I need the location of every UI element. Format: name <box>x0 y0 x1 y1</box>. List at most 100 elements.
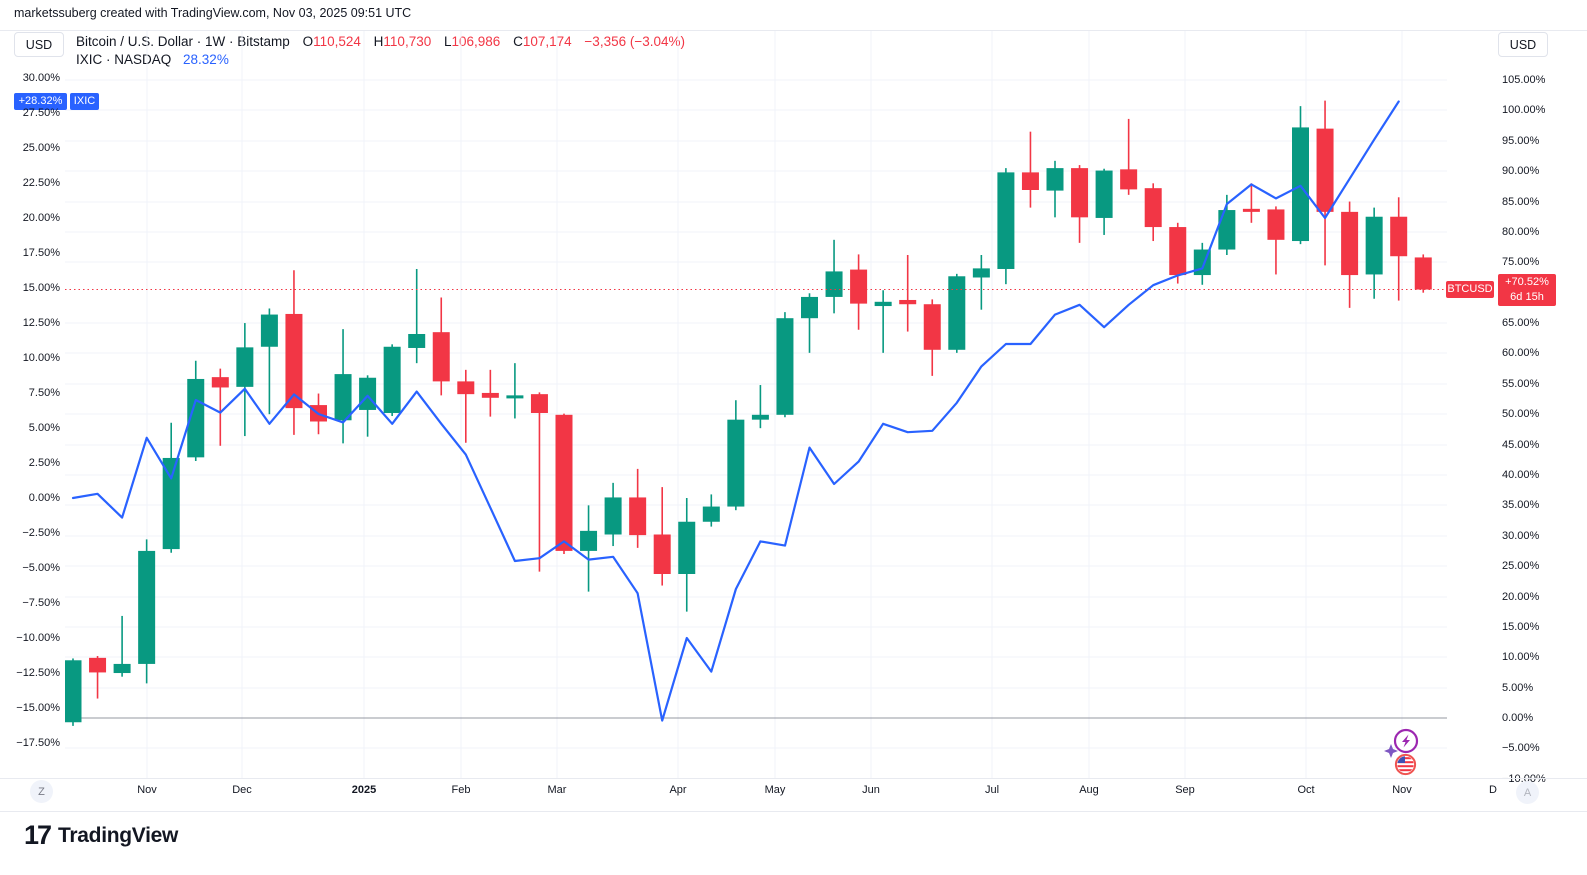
candle-body <box>604 497 622 535</box>
right-axis-tick: 40.00% <box>1502 469 1540 481</box>
ixic-symbol-badge: IXIC <box>70 93 99 110</box>
right-axis-tick: 45.00% <box>1502 439 1540 451</box>
right-scale-currency-button[interactable]: USD <box>1498 32 1548 57</box>
candle-body <box>629 497 647 536</box>
time-axis-label: Jun <box>862 784 880 796</box>
time-axis-label: Dec <box>232 784 252 796</box>
ixic-value-badge: +28.32% <box>14 93 67 110</box>
time-axis-label: Apr <box>669 784 687 796</box>
ixic-comparison-line <box>71 100 1400 722</box>
candle-body <box>506 395 524 399</box>
left-axis-tick: 10.00% <box>22 352 60 364</box>
candle-body <box>801 296 818 319</box>
candle-body <box>1046 168 1064 191</box>
candle-body <box>1120 169 1138 190</box>
candle-body <box>1169 227 1187 276</box>
candle-body <box>89 657 107 673</box>
left-axis-tick: 22.50% <box>22 177 60 189</box>
candle-body <box>874 301 892 307</box>
tradingview-logo-mark: 17 <box>24 820 52 850</box>
credit-text: marketssuberg created with TradingView.c… <box>14 6 412 20</box>
left-axis-tick: −5.00% <box>22 562 60 574</box>
right-axis-tick: 20.00% <box>1502 591 1540 603</box>
change-value: −3,356 (−3.04%) <box>584 34 685 49</box>
candle-body <box>997 172 1015 269</box>
left-axis-tick: −7.50% <box>22 597 60 609</box>
btcusd-symbol-badge: BTCUSD <box>1446 281 1494 298</box>
candle-body <box>702 506 720 522</box>
footer-divider <box>0 811 1587 812</box>
candle-body <box>113 663 131 674</box>
right-axis-tick: −10.00% <box>1502 773 1546 785</box>
candle-body <box>432 332 450 382</box>
candle-body <box>1292 127 1309 242</box>
right-axis-tick: 10.00% <box>1502 651 1540 663</box>
time-axis-label: Oct <box>1297 784 1315 796</box>
left-axis-tick: 30.00% <box>22 72 60 84</box>
candle-body <box>383 346 401 413</box>
high-label: H <box>373 34 384 49</box>
candle-body <box>530 394 548 413</box>
plot-area <box>65 31 1447 778</box>
left-axis-tick: 20.00% <box>22 212 60 224</box>
candle-body <box>1267 209 1285 240</box>
right-axis-tick: 90.00% <box>1502 165 1540 177</box>
close-label: C <box>513 34 523 49</box>
open-value: 110,524 <box>313 34 361 49</box>
left-axis-tick: 15.00% <box>22 282 60 294</box>
btcusd-countdown: 6d 15h <box>1510 291 1544 303</box>
left-axis-tick: 7.50% <box>28 387 60 399</box>
right-axis-tick: −5.00% <box>1502 742 1540 754</box>
time-axis-label: Nov <box>137 784 157 796</box>
right-axis-tick: 15.00% <box>1502 621 1540 633</box>
left-axis-tick: 2.50% <box>28 457 60 469</box>
candle-body <box>899 299 917 305</box>
high-value: 110,730 <box>383 34 432 49</box>
candle-body <box>1218 210 1236 250</box>
time-axis-label: May <box>764 784 786 796</box>
right-axis-tick: 55.00% <box>1502 378 1540 390</box>
candle-body <box>162 457 180 550</box>
candle-body <box>138 550 156 664</box>
left-axis-tick: 17.50% <box>22 247 60 259</box>
right-axis-tick: 85.00% <box>1502 196 1540 208</box>
candle-body <box>481 392 499 398</box>
timezone-button[interactable]: Z <box>30 780 53 803</box>
right-axis-tick: 95.00% <box>1502 135 1540 147</box>
low-value: 106,986 <box>451 34 501 49</box>
btcusd-price-value: +70.52% <box>1505 276 1549 288</box>
left-axis-tick: 27.50% <box>22 107 60 119</box>
time-axis-divider <box>0 778 1587 779</box>
left-scale-currency-button[interactable]: USD <box>14 32 64 57</box>
candle-body <box>1242 208 1260 212</box>
candle-body <box>1095 170 1113 218</box>
left-axis-tick: −15.00% <box>16 702 60 714</box>
right-axis-tick: 75.00% <box>1502 256 1540 268</box>
right-axis-tick: 25.00% <box>1502 560 1540 572</box>
time-axis-label: Mar <box>547 784 567 796</box>
candle-body <box>1316 128 1334 212</box>
right-axis-tick: 100.00% <box>1502 104 1546 116</box>
right-axis-tick: 35.00% <box>1502 499 1540 511</box>
time-axis-label: Sep <box>1175 784 1195 796</box>
tradingview-logo: 17 TradingView <box>24 820 178 851</box>
right-axis-tick: 60.00% <box>1502 347 1540 359</box>
candle-body <box>211 377 229 388</box>
candle-body <box>1144 188 1162 228</box>
compare-value: 28.32% <box>183 52 229 67</box>
candle-body <box>825 271 843 297</box>
candle-body <box>972 268 990 278</box>
candle-body <box>555 414 573 551</box>
left-axis-tick: 5.00% <box>28 422 60 434</box>
candle-body <box>948 276 966 350</box>
auto-scale-button[interactable]: A <box>1516 781 1539 804</box>
candle-body <box>1365 216 1383 275</box>
legend-symbol-row[interactable]: Bitcoin / U.S. Dollar · 1W · Bitstamp O1… <box>76 33 685 50</box>
us-flag-event-icon[interactable] <box>1394 753 1417 776</box>
candle-body <box>187 378 205 458</box>
left-axis-tick: 12.50% <box>22 317 60 329</box>
crypto-event-icon[interactable] <box>1393 728 1419 754</box>
right-axis-tick: 105.00% <box>1502 74 1546 86</box>
